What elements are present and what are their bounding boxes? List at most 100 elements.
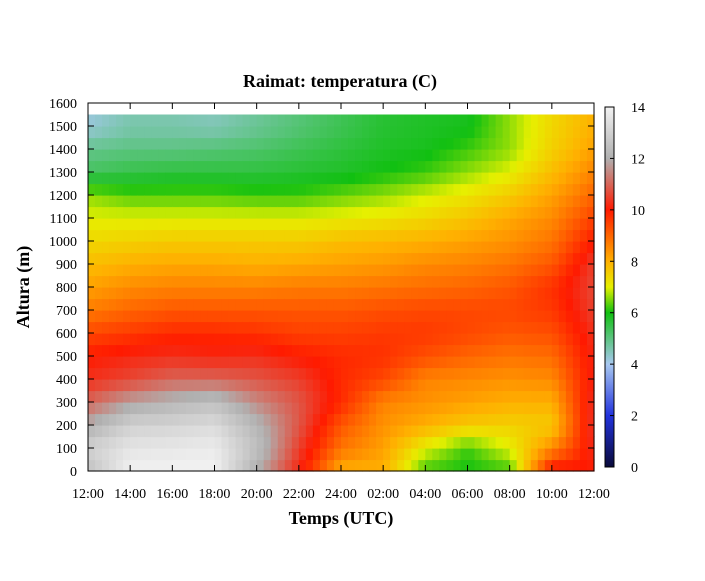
heatmap-cell [242, 436, 251, 449]
heatmap-cell [579, 172, 588, 185]
heatmap-cell [439, 183, 448, 196]
heatmap-cell [319, 413, 328, 426]
heatmap-cell [102, 241, 110, 254]
heatmap-cell [186, 126, 195, 139]
heatmap-cell [102, 321, 110, 334]
heatmap-cell [305, 195, 314, 208]
heatmap-cell [326, 241, 335, 254]
heatmap-cell [284, 298, 293, 311]
heatmap-cell [530, 183, 539, 196]
heatmap-cell [558, 310, 567, 323]
heatmap-cell [544, 436, 553, 449]
heatmap-cell [172, 379, 180, 392]
heatmap-cell [298, 436, 307, 449]
heatmap-cell [390, 298, 398, 311]
heatmap-cell [291, 379, 300, 392]
heatmap-cell [432, 195, 440, 208]
heatmap-cell [102, 287, 110, 300]
heatmap-cell [130, 218, 138, 231]
heatmap-cell [242, 413, 251, 426]
heatmap-cell [249, 448, 258, 461]
heatmap-cell [221, 114, 230, 127]
heatmap-cell [411, 114, 419, 127]
heatmap-cell [586, 229, 595, 242]
heatmap-cell [95, 448, 103, 461]
heatmap-cell [193, 448, 202, 461]
heatmap-cell [326, 195, 335, 208]
heatmap-cell [333, 356, 342, 369]
heatmap-cell [460, 448, 469, 461]
heatmap-cell [376, 218, 384, 231]
heatmap-cell [165, 264, 173, 277]
heatmap-cell [411, 264, 419, 277]
heatmap-cell [235, 425, 244, 438]
heatmap-cell [319, 367, 328, 380]
heatmap-cell [432, 264, 440, 277]
heatmap-cell [242, 126, 251, 139]
heatmap-cell [425, 218, 433, 231]
heatmap-cell [348, 356, 356, 369]
heatmap-cell [116, 218, 124, 231]
heatmap-cell [109, 160, 117, 173]
heatmap-cell [207, 310, 216, 323]
heatmap-cell [376, 137, 384, 150]
heatmap-cell [495, 367, 504, 380]
heatmap-cell [390, 321, 398, 334]
heatmap-cell [467, 126, 476, 139]
heatmap-cell [404, 344, 412, 357]
heatmap-cell [474, 218, 483, 231]
heatmap-cell [446, 425, 455, 438]
heatmap-cell [228, 229, 237, 242]
heatmap-cell [502, 195, 511, 208]
heatmap-cell [460, 229, 469, 242]
heatmap-cell [411, 126, 419, 139]
heatmap-cell [284, 275, 293, 288]
heatmap-cell [270, 344, 279, 357]
heatmap-cell [418, 252, 426, 265]
heatmap-cell [551, 379, 560, 392]
heatmap-cell [137, 333, 145, 346]
heatmap-cell [270, 287, 279, 300]
colorbar-tick-label: 0 [631, 461, 638, 476]
heatmap-cell [523, 172, 532, 185]
heatmap-cell [439, 218, 448, 231]
heatmap-cell [446, 149, 455, 162]
heatmap-cell [523, 413, 532, 426]
heatmap-cell [305, 379, 314, 392]
heatmap-cell [586, 160, 595, 173]
heatmap-cell [530, 126, 539, 139]
heatmap-cell [95, 264, 103, 277]
heatmap-cell [144, 264, 152, 277]
heatmap-cell [523, 149, 532, 162]
heatmap-cell [460, 252, 469, 265]
heatmap-cell [418, 160, 426, 173]
heatmap-cell [537, 459, 546, 472]
heatmap-cell [116, 241, 124, 254]
heatmap-cell [193, 344, 202, 357]
heatmap-cell [235, 448, 244, 461]
heatmap-cell [242, 367, 251, 380]
heatmap-cell [474, 298, 483, 311]
heatmap-cell [130, 149, 138, 162]
heatmap-cell [305, 310, 314, 323]
heatmap-cell [235, 241, 244, 254]
heatmap-cell [319, 379, 328, 392]
heatmap-cell [439, 137, 448, 150]
heatmap-cell [425, 160, 433, 173]
heatmap-cell [242, 310, 251, 323]
heatmap-cell [284, 195, 293, 208]
heatmap-cell [376, 241, 384, 254]
heatmap-cell [207, 298, 216, 311]
heatmap-cell [579, 367, 588, 380]
heatmap-cell [144, 172, 152, 185]
heatmap-cell [95, 310, 103, 323]
heatmap-cell [151, 344, 159, 357]
heatmap-cell [95, 436, 103, 449]
heatmap-cell [291, 333, 300, 346]
heatmap-cell [362, 367, 370, 380]
heatmap-cell [418, 436, 426, 449]
heatmap-cell [235, 137, 244, 150]
colorbar-tick-label: 12 [631, 152, 645, 167]
heatmap-cell [263, 183, 272, 196]
heatmap-cell [88, 137, 96, 150]
